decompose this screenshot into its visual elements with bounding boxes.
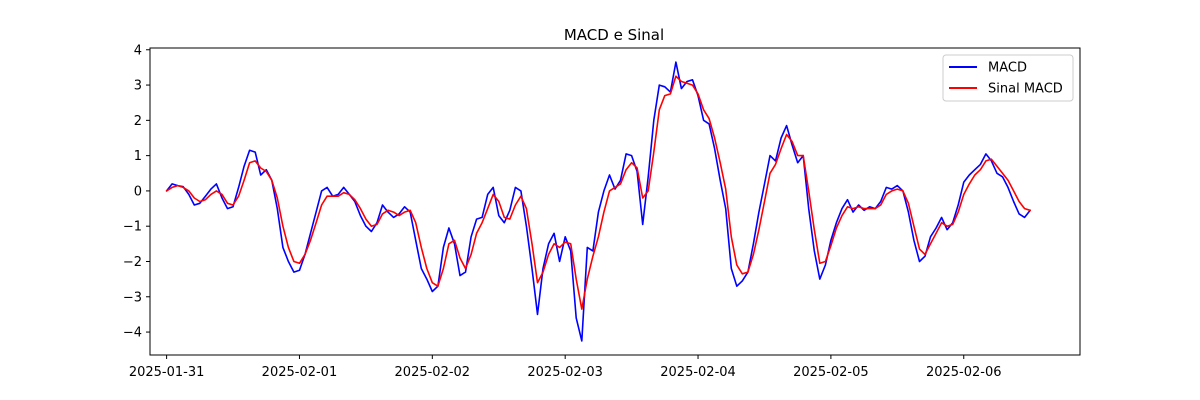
x-tick-label: 2025-02-03 [527, 365, 603, 380]
y-tick-label: −3 [123, 290, 142, 305]
legend-label-macd: MACD [988, 61, 1027, 76]
legend-label-signal: Sinal MACD [988, 82, 1063, 97]
y-tick-label: 4 [134, 43, 142, 58]
x-tick-label: 2025-02-04 [660, 365, 736, 380]
y-tick-label: 3 [134, 79, 142, 94]
y-tick-label: −4 [123, 326, 142, 341]
y-tick-label: 0 [134, 184, 142, 199]
y-tick-label: 1 [134, 149, 142, 164]
x-tick-label: 2025-02-06 [926, 365, 1002, 380]
axes-frame [149, 47, 1081, 356]
x-tick-label: 2025-01-31 [129, 365, 205, 380]
chart-title: MACD e Sinal [564, 26, 664, 44]
y-tick-label: −2 [123, 255, 142, 270]
y-tick-label: 2 [134, 114, 142, 129]
x-tick-label: 2025-02-05 [793, 365, 869, 380]
axes: 4 3 2 1 0 −1 −2 −3 −4 2025-01-31 2025-02-01 2025-02… [123, 43, 1081, 380]
x-tick-label: 2025-02-02 [395, 365, 471, 380]
legend: MACD Sinal MACD [942, 54, 1074, 102]
x-tick-label: 2025-02-01 [262, 365, 338, 380]
series-line-macd [165, 61, 1031, 342]
series-line-signal [165, 75, 1031, 310]
y-tick-label: −1 [123, 220, 142, 235]
plot-area [165, 61, 1031, 342]
